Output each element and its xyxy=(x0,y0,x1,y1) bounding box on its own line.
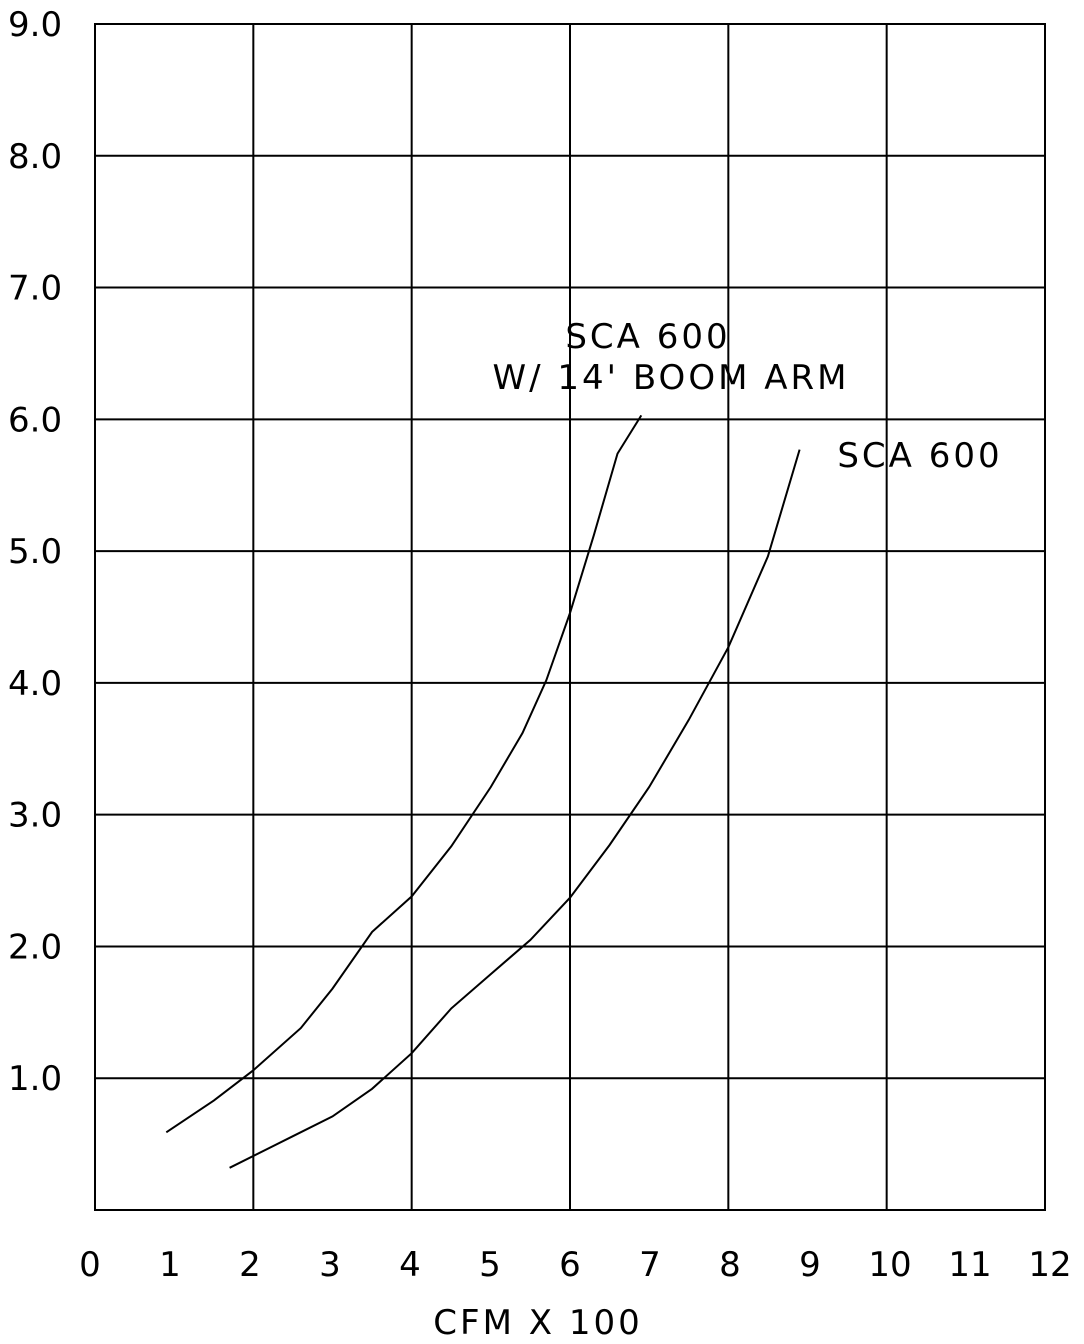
series-2-label: SCA 600 xyxy=(837,436,1002,476)
y-tick-label: 6.0 xyxy=(8,400,62,440)
x-tick-label: 8 xyxy=(719,1245,741,1285)
x-tick-label: 1 xyxy=(159,1245,181,1285)
x-tick-label: 9 xyxy=(799,1245,821,1285)
y-tick-label: 8.0 xyxy=(8,137,62,177)
x-tick-label: 0 xyxy=(79,1245,101,1285)
y-tick-label: 3.0 xyxy=(8,796,62,836)
y-tick-label: 5.0 xyxy=(8,532,62,572)
y-tick-label: 7.0 xyxy=(8,269,62,309)
x-tick-label: 3 xyxy=(319,1245,341,1285)
x-tick-label: 2 xyxy=(239,1245,261,1285)
x-tick-label: 6 xyxy=(559,1245,581,1285)
y-tick-label: 2.0 xyxy=(8,927,62,967)
series-1-label-line-1: SCA 600 xyxy=(565,317,730,357)
x-axis-ticks: 0 1 2 3 4 5 6 7 8 9 10 11 12 xyxy=(79,1245,1071,1285)
y-tick-label: 1.0 xyxy=(8,1059,62,1099)
y-tick-label: 4.0 xyxy=(8,664,62,704)
x-axis-label: CFM X 100 xyxy=(433,1303,642,1343)
grid xyxy=(95,24,1045,1210)
y-tick-label: 9.0 xyxy=(8,5,62,45)
x-tick-label: 7 xyxy=(639,1245,661,1285)
x-tick-label: 5 xyxy=(479,1245,501,1285)
x-tick-label: 12 xyxy=(1028,1245,1071,1285)
x-tick-label: 10 xyxy=(868,1245,911,1285)
series-line-2 xyxy=(230,450,800,1168)
series-lines xyxy=(166,415,799,1167)
series-1-label-line-2: W/ 14' BOOM ARM xyxy=(493,358,850,398)
x-tick-label: 4 xyxy=(399,1245,421,1285)
x-tick-label: 11 xyxy=(948,1245,991,1285)
y-axis-ticks: 1.0 2.0 3.0 4.0 5.0 6.0 7.0 8.0 9.0 xyxy=(8,5,62,1099)
